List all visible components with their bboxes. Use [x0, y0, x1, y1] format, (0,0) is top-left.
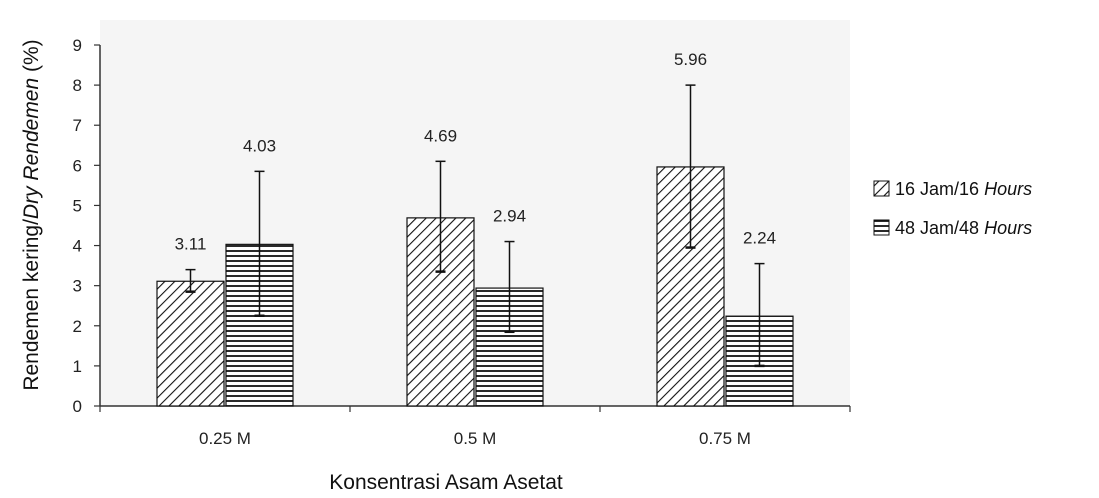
legend-label-48h: 48 Jam/48 Hours — [895, 218, 1032, 238]
data-labels: 3.11 4.69 5.96 4.03 2.94 2.24 — [175, 50, 776, 254]
legend-label-16h: 16 Jam/16 Hours — [895, 179, 1032, 199]
data-label: 4.03 — [243, 136, 276, 155]
y-tick-label: 9 — [73, 36, 82, 55]
legend-label-16h-main: 16 Jam/16 — [895, 179, 979, 199]
y-axis-title-italic: Dry Rendemen — [20, 78, 43, 219]
y-axis-title-suffix: (%) — [20, 39, 43, 78]
legend: 16 Jam/16 Hours 48 Jam/48 Hours — [873, 179, 1032, 238]
plot-background — [100, 20, 850, 406]
y-tick-label: 4 — [73, 237, 82, 256]
data-label: 2.94 — [493, 207, 526, 226]
axes: 0 1 2 3 4 5 6 7 8 9 0.25 M 0.5 M 0.75 M — [73, 36, 851, 448]
y-tick-label: 5 — [73, 196, 82, 215]
y-axis-title: Rendemen kering/Dry Rendemen (%) — [20, 39, 43, 390]
bar — [406, 217, 475, 407]
data-label: 3.11 — [175, 235, 207, 254]
x-axis-title: Konsentrasi Asam Asetat — [329, 471, 563, 494]
legend-label-16h-unit: Hours — [984, 179, 1032, 199]
x-tick-label: 0.25 M — [199, 429, 251, 448]
data-label: 5.96 — [674, 50, 707, 69]
y-tick-label: 8 — [73, 76, 82, 95]
x-tick-label: 0.75 M — [699, 429, 751, 448]
y-tick-label: 2 — [73, 317, 82, 336]
data-label: 2.24 — [743, 229, 776, 248]
y-tick-label: 1 — [73, 357, 82, 376]
y-axis-title-main: Rendemen kering/ — [20, 219, 43, 391]
y-tick-label: 0 — [73, 397, 82, 416]
y-tick-label: 3 — [73, 277, 82, 296]
legend-label-48h-unit: Hours — [984, 218, 1032, 238]
y-tick-label: 6 — [73, 156, 82, 175]
x-tick-label: 0.5 M — [454, 429, 497, 448]
bar — [475, 287, 544, 407]
legend-swatch-48h — [873, 219, 890, 236]
data-label: 4.69 — [424, 126, 457, 145]
bars — [156, 84, 794, 407]
legend-label-48h-main: 48 Jam/48 — [895, 218, 979, 238]
bar — [156, 280, 225, 407]
legend-swatch-16h — [873, 180, 890, 197]
y-tick-label: 7 — [73, 116, 82, 135]
